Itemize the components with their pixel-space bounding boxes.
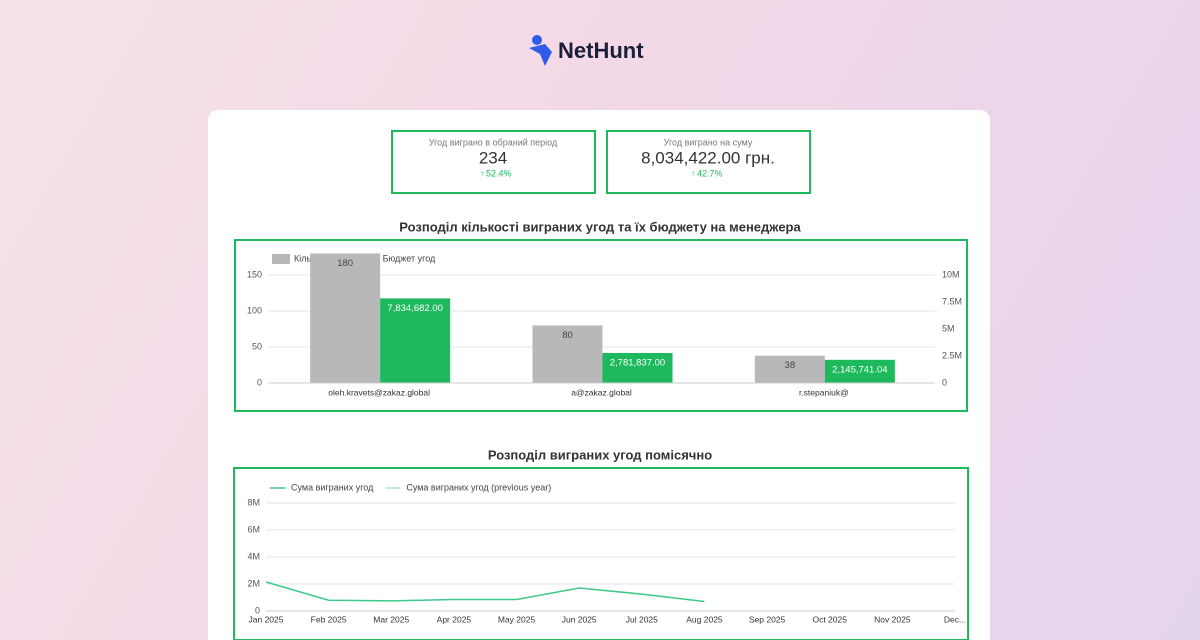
tick-label: 4M (247, 551, 260, 561)
bar (602, 352, 673, 383)
legend-label: Сума виграних угод (291, 482, 374, 492)
line (265, 581, 705, 603)
tick-label: 10M (942, 269, 960, 279)
x-tick-label: oleh.kravets@zakaz.global (328, 387, 430, 397)
data-label: 2,781,837.00 (610, 357, 665, 368)
data-label: 180 (337, 258, 353, 269)
tick-label: 100 (247, 305, 262, 315)
bar (824, 359, 895, 383)
tick-label: 50 (252, 341, 262, 351)
bar (532, 325, 603, 383)
chart-title: Розподіл виграних угод помісячно (488, 447, 712, 462)
x-tick-label: a@zakaz.global (571, 387, 632, 397)
tick-label: 5M (942, 323, 955, 333)
legend-label: Сума виграних угод (previous year) (406, 482, 551, 492)
x-tick-label: Dec... (944, 614, 966, 624)
data-label: 2,145,741.04 (832, 364, 887, 375)
bar (754, 355, 825, 383)
x-tick-label: Mar 2025 (373, 614, 409, 624)
tick-label: 0 (257, 377, 262, 387)
tick-label: 2.5M (942, 350, 962, 360)
x-tick-label: Jun 2025 (562, 614, 597, 624)
data-label: 7,834,682.00 (387, 303, 442, 314)
tick-label: 2M (247, 578, 260, 588)
legend-label: Бюджет угод (383, 253, 436, 263)
data-label: 80 (562, 330, 573, 341)
tick-label: 6M (247, 524, 260, 534)
kpi-change: 42.7% (697, 168, 723, 178)
legend-swatch (272, 254, 290, 264)
chart-title: Розподіл кількості виграних угод та їх б… (399, 219, 801, 234)
x-tick-label: Jul 2025 (626, 614, 658, 624)
x-tick-label: May 2025 (498, 614, 536, 624)
bar (380, 298, 451, 383)
kpi-label: Угод виграно в обраний період (429, 137, 558, 147)
kpi-box (606, 130, 811, 194)
tick-label: 7.5M (942, 296, 962, 306)
kpi-arrow: ↑ (691, 169, 695, 178)
x-tick-label: Aug 2025 (686, 614, 723, 624)
logo-text: NetHunt (558, 38, 644, 63)
tick-label: 150 (247, 269, 262, 279)
kpi-box (391, 130, 596, 194)
kpi-label: Угод виграно на суму (664, 137, 753, 147)
x-tick-label: Sep 2025 (749, 614, 786, 624)
chart-frame (234, 239, 968, 412)
kpi-arrow: ↑ (480, 169, 484, 178)
bar (310, 253, 381, 383)
kpi-value: 8,034,422.00 грн. (641, 148, 775, 167)
tick-label: 0 (255, 605, 260, 615)
kpi-value: 234 (479, 148, 507, 167)
logo-icon (529, 35, 552, 66)
x-tick-label: Oct 2025 (812, 614, 847, 624)
chart-frame (233, 467, 969, 640)
x-tick-label: Apr 2025 (437, 614, 472, 624)
kpi-change: 52.4% (486, 168, 512, 178)
tick-label: 8M (247, 497, 260, 507)
tick-label: 0 (942, 377, 947, 387)
x-tick-label: Nov 2025 (874, 614, 911, 624)
x-tick-label: Jan 2025 (249, 614, 284, 624)
x-tick-label: r.stepaniuk@ (799, 387, 849, 397)
data-label: 38 (785, 360, 796, 371)
x-tick-label: Feb 2025 (311, 614, 347, 624)
